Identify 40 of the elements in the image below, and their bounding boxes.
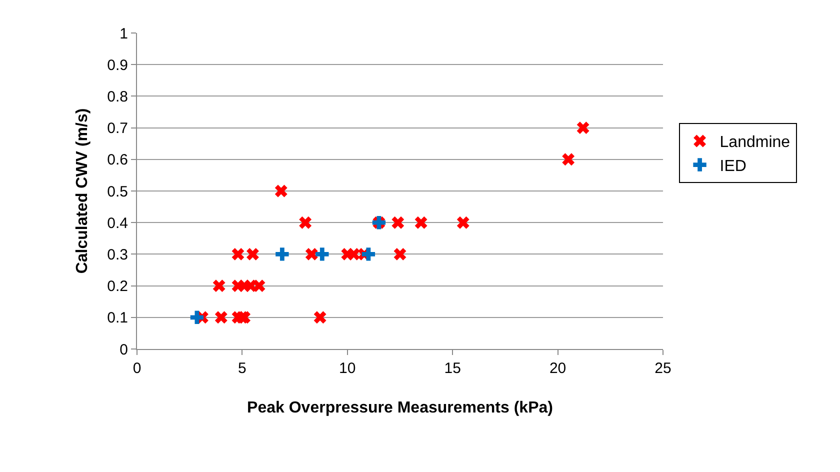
- y-tick-label: 1: [120, 25, 128, 42]
- point: [562, 153, 575, 166]
- point: [299, 216, 312, 229]
- point: [347, 248, 360, 260]
- point: [314, 311, 326, 324]
- y-tick-label: 0.4: [107, 214, 128, 232]
- y-tick-label: 0: [120, 341, 128, 358]
- x-tick-label: 5: [238, 360, 246, 377]
- point: [316, 248, 329, 261]
- x-tick-label: 10: [339, 360, 356, 377]
- legend-label: Landmine: [720, 134, 790, 152]
- point: [232, 248, 244, 260]
- point: [394, 248, 406, 260]
- point: [212, 280, 226, 292]
- point: [274, 184, 288, 198]
- y-tick-label: 0.6: [107, 152, 128, 169]
- point: [362, 248, 376, 261]
- point: [246, 248, 259, 260]
- y-tick-label: 0.7: [107, 120, 128, 138]
- point: [392, 216, 404, 229]
- point: [276, 248, 289, 261]
- x-axis-title: Peak Overpressure Measurements (kPa): [247, 400, 553, 417]
- y-tick-label: 0.5: [107, 183, 128, 200]
- y-tick-label: 0.2: [107, 278, 128, 296]
- point: [214, 311, 228, 324]
- x-tick-label: 25: [654, 360, 672, 377]
- y-tick-label: 0.3: [107, 246, 128, 264]
- y-axis-title: Calculated CWV (m/s): [74, 108, 92, 274]
- point: [414, 216, 428, 229]
- point: [305, 248, 318, 260]
- x-tick-label: 0: [132, 360, 142, 377]
- y-tick-label: 0.1: [107, 310, 128, 327]
- legend-label: IED: [720, 158, 746, 176]
- y-tick-label: 0.8: [107, 88, 128, 106]
- x-tick-label: 15: [444, 360, 461, 377]
- y-tick-label: 0.9: [107, 56, 128, 74]
- point: [456, 216, 470, 229]
- x-tick-label: 20: [549, 360, 566, 377]
- point: [576, 122, 590, 134]
- point: [190, 310, 204, 324]
